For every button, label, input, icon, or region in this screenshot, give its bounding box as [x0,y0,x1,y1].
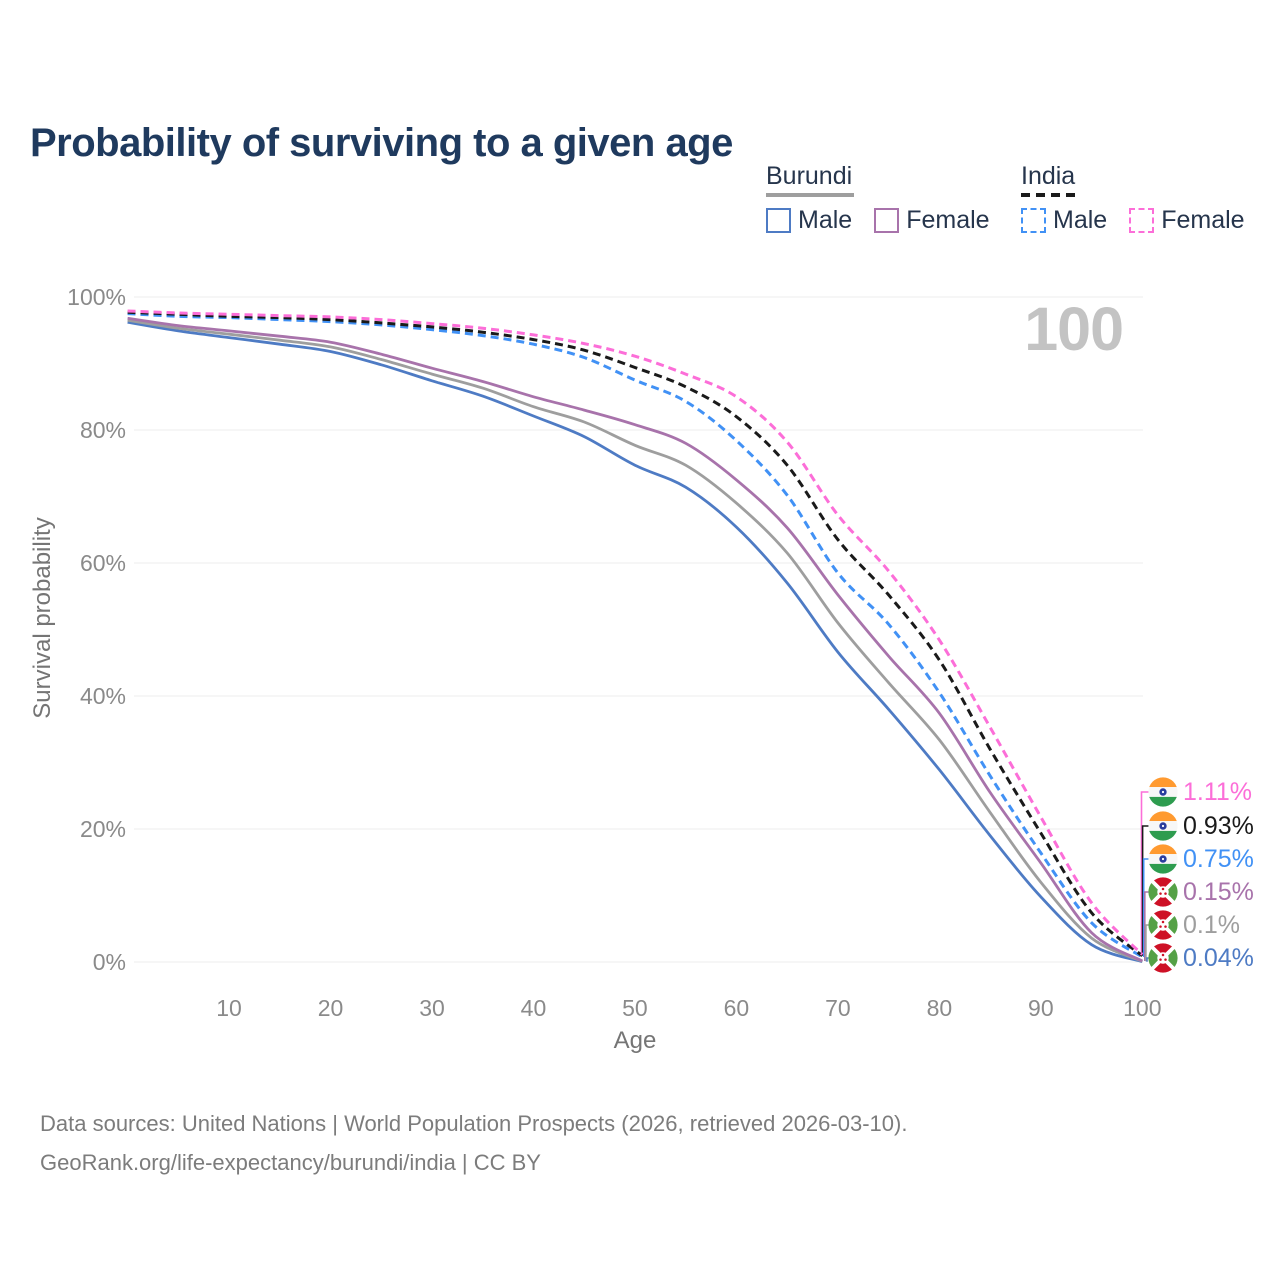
legend-item-label: Male [798,206,853,234]
y-tick-label: 40% [80,683,126,709]
end-label-row-india-male: 0.75% [1148,844,1254,874]
x-axis-title: Age [614,1027,657,1054]
end-label-value: 0.1% [1183,910,1240,939]
legend: Burundi Male Female India Male Female [0,163,1280,243]
x-tick-label: 100 [1123,995,1161,1021]
gridlines [134,296,1143,963]
end-label-row-india-both: 0.93% [1148,811,1254,841]
end-label-value: 0.15% [1183,877,1254,906]
end-label-value: 0.93% [1183,811,1254,840]
x-tick-label: 80 [927,995,953,1021]
x-tick-label: 50 [622,995,648,1021]
x-tick-label: 60 [724,995,750,1021]
x-tick-label: 30 [419,995,445,1021]
end-label-row-india-female: 1.11% [1148,777,1252,807]
burundi-flag-icon [1148,943,1178,973]
end-label-value: 0.04% [1183,943,1254,972]
legend-swatch-burundi-female [874,208,900,233]
burundi-flag-icon [1148,910,1178,940]
legend-item-burundi-female[interactable]: Female [874,206,990,235]
footer: Data sources: United Nations | World Pop… [40,1104,907,1182]
series-line-burundi-male[interactable] [127,320,1143,964]
end-label-row-burundi-male: 0.04% [1148,943,1254,973]
end-label-value: 1.11% [1183,777,1253,806]
y-tick-label: 20% [80,816,126,842]
legend-group-burundi: Burundi Male Female [766,163,1012,235]
india-flag-icon [1148,777,1178,807]
y-tick-label: 80% [80,417,126,443]
page-title: Probability of surviving to a given age [30,120,733,165]
legend-swatch-burundi-male [766,208,791,233]
series-curves [127,309,1144,964]
leader-lines [1140,791,1150,962]
y-tick-label: 60% [80,550,126,576]
india-flag-icon [1148,811,1178,841]
series-line-india-male[interactable] [127,312,1144,959]
series-line-burundi-both[interactable] [127,318,1143,963]
legend-item-label: Male [1053,206,1108,234]
y-axis-title: Survival probability [29,517,56,718]
burundi-flag-icon [1148,877,1178,907]
y-tick-label: 0% [93,949,126,975]
footer-line2: GeoRank.org/life-expectancy/burundi/indi… [40,1150,541,1175]
legend-item-india-male[interactable]: Male [1021,206,1107,235]
legend-group-india: India Male Female [1021,163,1267,235]
tick-labels: 0% 20% 40% 60% 80% 100% 10 20 30 40 50 60 70 80 90 100 [67,284,1161,1021]
series-line-india-female[interactable] [127,309,1144,956]
legend-group-title-india: India [1021,162,1076,190]
leader-line [1140,791,1150,955]
series-line-india-both[interactable] [127,310,1144,957]
leader-line [1142,858,1150,957]
legend-item-label: Female [1161,206,1245,234]
x-tick-label: 40 [521,995,547,1021]
x-tick-label: 10 [216,995,242,1021]
legend-item-india-female[interactable]: Female [1129,206,1245,235]
legend-underline-burundi [766,193,854,197]
legend-group-title-burundi: Burundi [766,162,853,190]
x-tick-label: 90 [1028,995,1054,1021]
y-tick-label: 100% [67,284,126,310]
series-line-burundi-female[interactable] [127,316,1143,963]
legend-swatch-india-female [1129,208,1155,233]
legend-item-label: Female [906,206,990,234]
leader-line [1144,891,1150,961]
footer-line1: Data sources: United Nations | World Pop… [40,1111,908,1136]
legend-swatch-india-male [1021,208,1046,233]
end-label-row-burundi-both: 0.1% [1148,910,1240,940]
india-flag-icon [1148,844,1178,874]
end-label-value: 0.75% [1183,844,1254,873]
leader-line [1141,825,1150,956]
watermark-age: 100 [1024,295,1124,363]
survival-chart-svg: 0%20%40%60%80%100%10 20 30 40 50 60 70 80 90 100 … [29,284,1161,1054]
legend-item-burundi-male[interactable]: Male [766,206,852,235]
x-tick-label: 20 [318,995,344,1021]
end-label-row-burundi-female: 0.15% [1148,877,1254,907]
x-tick-label: 70 [825,995,851,1021]
legend-underline-india [1021,193,1078,197]
